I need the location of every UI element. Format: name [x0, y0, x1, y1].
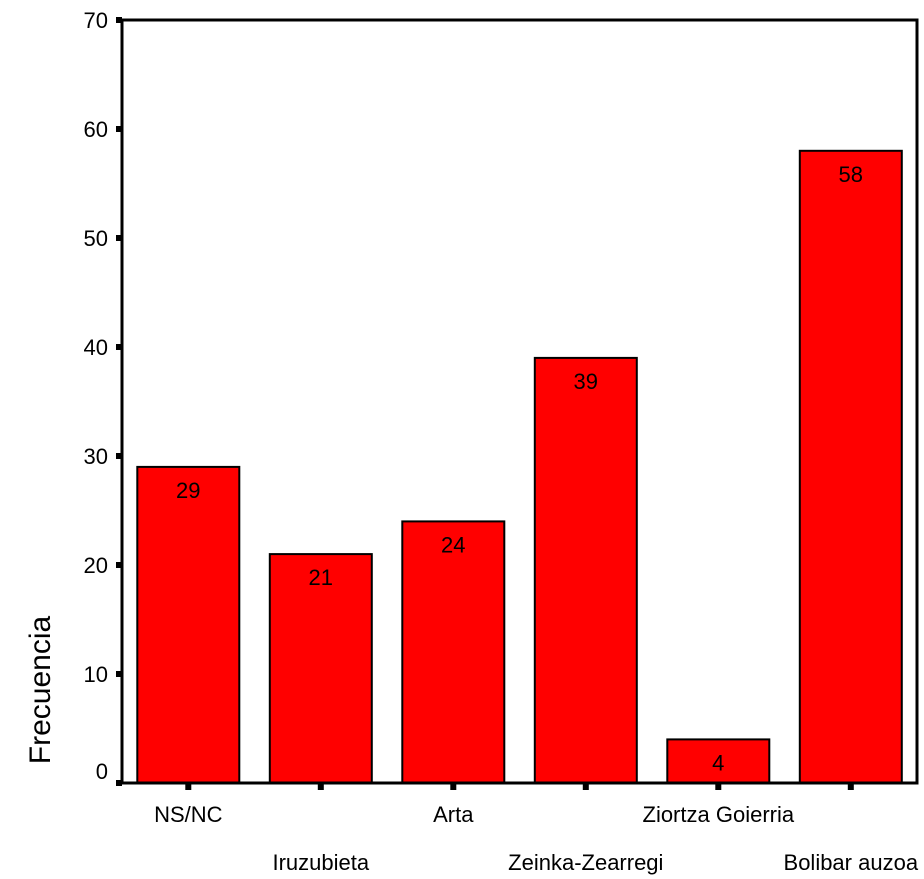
bar-value-label-1: 21 [309, 565, 333, 590]
bar-3 [533, 356, 638, 784]
y-tick-label-7: 70 [84, 8, 108, 33]
x-category-label-2: Arta [433, 802, 474, 827]
bar-labels-group: 29 21 24 39 4 58 [176, 162, 863, 776]
y-axis-title: Frecuencia [24, 615, 57, 764]
x-tick-mark-2 [450, 783, 457, 790]
x-category-label-0: NS/NC [154, 802, 223, 827]
x-tick-mark-3 [582, 783, 589, 790]
bar-4 [666, 738, 771, 785]
x-category-label-1: Iruzubieta [272, 850, 369, 875]
y-tick-mark-6 [116, 126, 122, 132]
y-tick-label-4: 40 [84, 335, 108, 360]
y-tick-label-2: 20 [84, 553, 108, 578]
x-tick-mark-5 [847, 783, 854, 790]
y-tick-label-3: 30 [84, 444, 108, 469]
bar-value-label-3: 39 [574, 369, 598, 394]
y-axis-title-group: Frecuencia [24, 615, 57, 764]
x-tick-mark-0 [185, 783, 192, 790]
y-tick-mark-5 [116, 235, 122, 241]
x-category-label-3: Zeinka-Zearregi [508, 850, 663, 875]
y-tick-mark-3 [116, 453, 122, 459]
y-tick-label-1: 10 [84, 662, 108, 687]
bar-value-label-4: 4 [712, 750, 724, 775]
bar-value-label-2: 24 [441, 532, 465, 557]
y-tick-mark-7 [116, 17, 122, 23]
bar-value-label-5: 58 [839, 162, 863, 187]
bars-group [136, 149, 903, 785]
bar-2 [401, 520, 506, 785]
bar-value-label-0: 29 [176, 478, 200, 503]
y-tick-mark-0 [116, 780, 122, 786]
y-tick-mark-1 [116, 671, 122, 677]
x-category-label-5: Bolibar auzoa [784, 850, 919, 875]
x-tick-mark-1 [317, 783, 324, 790]
y-tick-label-0: 0 [96, 759, 108, 784]
y-axis: 0 10 20 30 40 50 60 70 [84, 8, 919, 786]
x-category-label-4: Ziortza Goierria [643, 802, 795, 827]
bar-5 [798, 149, 903, 785]
y-tick-mark-2 [116, 562, 122, 568]
y-tick-mark-4 [116, 344, 122, 350]
x-tick-mark-4 [715, 783, 722, 790]
y-tick-label-5: 50 [84, 226, 108, 251]
bar-1 [268, 553, 373, 784]
x-axis: NS/NC Iruzubieta Arta Zeinka-Zearregi Ziortz… [154, 783, 919, 875]
y-tick-label-6: 60 [84, 117, 108, 142]
bar-0 [136, 465, 241, 784]
plot-frame [120, 18, 919, 785]
